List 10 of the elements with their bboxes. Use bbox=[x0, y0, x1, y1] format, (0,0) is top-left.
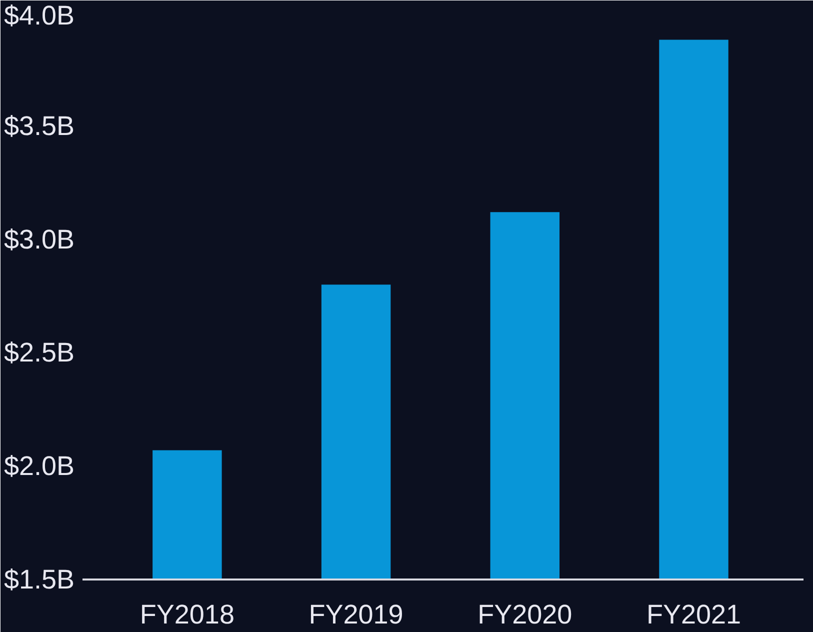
y-tick-label: $1.5B bbox=[4, 564, 75, 594]
y-tick-label: $2.0B bbox=[4, 451, 75, 482]
y-tick-label: $2.5B bbox=[4, 338, 75, 368]
y-tick-label: $3.0B bbox=[4, 224, 75, 254]
y-tick-label: $3.5B bbox=[4, 110, 75, 141]
x-tick-label: FY2018 bbox=[140, 600, 234, 630]
x-tick-label: FY2019 bbox=[308, 600, 404, 630]
x-tick-label: FY2020 bbox=[478, 600, 572, 630]
x-tick-label: FY2021 bbox=[646, 600, 742, 630]
y-tick-label: $4.0B bbox=[4, 0, 75, 30]
